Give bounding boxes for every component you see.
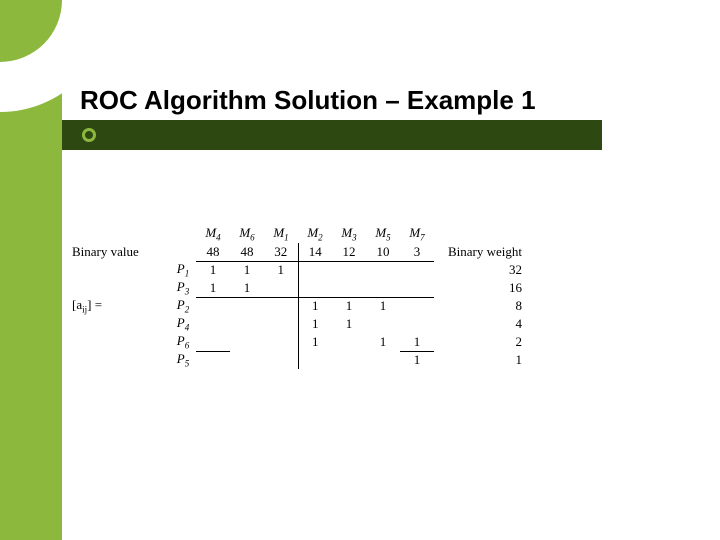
cell (196, 351, 230, 369)
bw-cell: 8 (434, 297, 524, 315)
bv-cell: 3 (400, 243, 434, 261)
cell (400, 279, 434, 297)
bv-cell: 48 (196, 243, 230, 261)
cell (298, 261, 332, 279)
row-header: P3 (170, 279, 196, 297)
cell (332, 351, 366, 369)
cell (264, 297, 298, 315)
cell: 1 (400, 333, 434, 351)
bv-cell: 32 (264, 243, 298, 261)
bw-cell: 32 (434, 261, 524, 279)
cell: 1 (400, 351, 434, 369)
cell (332, 333, 366, 351)
cell: 1 (196, 261, 230, 279)
bv-cell: 10 (366, 243, 400, 261)
matrix-label: [aij] = (70, 297, 170, 315)
cell: 1 (230, 279, 264, 297)
cell: 1 (196, 279, 230, 297)
cell (230, 351, 264, 369)
col-header: M5 (366, 225, 400, 243)
cell (366, 315, 400, 333)
col-header: M7 (400, 225, 434, 243)
col-header: M4 (196, 225, 230, 243)
col-header: M2 (298, 225, 332, 243)
cell: 1 (298, 333, 332, 351)
cell (230, 333, 264, 351)
cell: 1 (264, 261, 298, 279)
row-header: P2 (170, 297, 196, 315)
slide-title: ROC Algorithm Solution – Example 1 (80, 85, 536, 116)
cell: 1 (298, 315, 332, 333)
cell (366, 261, 400, 279)
col-header: M1 (264, 225, 298, 243)
cell (230, 297, 264, 315)
binary-value-label: Binary value (70, 243, 170, 261)
cell (332, 261, 366, 279)
cell: 1 (332, 297, 366, 315)
cell (196, 315, 230, 333)
col-header: M3 (332, 225, 366, 243)
bw-cell: 2 (434, 333, 524, 351)
cell (196, 333, 230, 351)
cell (264, 351, 298, 369)
cell: 1 (332, 315, 366, 333)
cell (400, 297, 434, 315)
roc-table: M4 M6 M1 M2 M3 M5 M7 Binary value 48 48 … (70, 225, 670, 369)
cell (298, 279, 332, 297)
cell (366, 351, 400, 369)
bw-cell: 1 (434, 351, 524, 369)
cell (264, 279, 298, 297)
bullet-icon (82, 128, 96, 142)
cell: 1 (366, 333, 400, 351)
cell (230, 315, 264, 333)
cell (264, 315, 298, 333)
cell: 1 (366, 297, 400, 315)
cell (264, 333, 298, 351)
row-header: P6 (170, 333, 196, 351)
bv-cell: 14 (298, 243, 332, 261)
row-header: P5 (170, 351, 196, 369)
cell: 1 (230, 261, 264, 279)
bv-cell: 48 (230, 243, 264, 261)
row-header: P4 (170, 315, 196, 333)
row-header: P1 (170, 261, 196, 279)
cell (366, 279, 400, 297)
bw-cell: 4 (434, 315, 524, 333)
cell (400, 315, 434, 333)
binary-weight-label: Binary weight (434, 243, 524, 261)
accent-bar (62, 120, 602, 150)
cell (332, 279, 366, 297)
bv-cell: 12 (332, 243, 366, 261)
bw-cell: 16 (434, 279, 524, 297)
cell (196, 297, 230, 315)
col-header: M6 (230, 225, 264, 243)
cell (298, 351, 332, 369)
cell: 1 (298, 297, 332, 315)
cell (400, 261, 434, 279)
